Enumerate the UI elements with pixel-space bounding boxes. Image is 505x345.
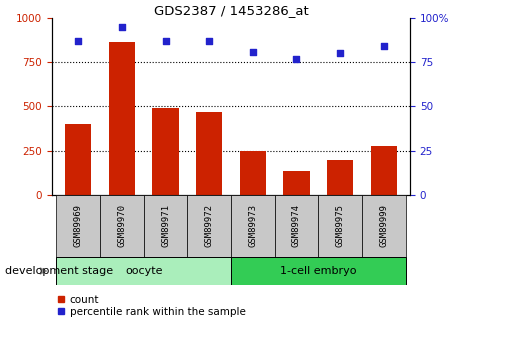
Bar <box>231 195 275 257</box>
Bar <box>240 151 266 195</box>
Bar <box>318 195 362 257</box>
Point <box>249 49 257 55</box>
Bar <box>283 171 310 195</box>
Point <box>162 38 170 44</box>
Bar <box>275 195 318 257</box>
Text: GSM89973: GSM89973 <box>248 205 258 247</box>
Bar <box>100 195 144 257</box>
Title: GDS2387 / 1453286_at: GDS2387 / 1453286_at <box>154 4 309 17</box>
Text: GSM89974: GSM89974 <box>292 205 301 247</box>
Point <box>205 38 213 44</box>
Text: GSM89999: GSM89999 <box>379 205 388 247</box>
Legend: count, percentile rank within the sample: count, percentile rank within the sample <box>57 295 245 317</box>
Bar <box>57 195 100 257</box>
Point <box>336 51 344 56</box>
Text: GSM89972: GSM89972 <box>205 205 214 247</box>
Bar <box>153 108 179 195</box>
Point <box>380 43 388 49</box>
Point <box>118 24 126 30</box>
Text: development stage: development stage <box>5 266 113 276</box>
Bar <box>144 195 187 257</box>
Bar <box>187 195 231 257</box>
Text: GSM89975: GSM89975 <box>336 205 344 247</box>
Text: GSM89970: GSM89970 <box>117 205 126 247</box>
Point <box>292 56 300 61</box>
Text: 1-cell embryo: 1-cell embryo <box>280 266 357 276</box>
Text: GSM89971: GSM89971 <box>161 205 170 247</box>
Text: oocyte: oocyte <box>125 266 163 276</box>
Bar <box>196 112 222 195</box>
Bar <box>327 160 353 195</box>
Bar <box>362 195 406 257</box>
Bar <box>65 124 91 195</box>
Bar <box>231 257 406 285</box>
Point <box>74 38 82 44</box>
Bar <box>371 146 397 195</box>
Bar <box>57 257 231 285</box>
Bar <box>109 42 135 195</box>
Text: GSM89969: GSM89969 <box>74 205 83 247</box>
